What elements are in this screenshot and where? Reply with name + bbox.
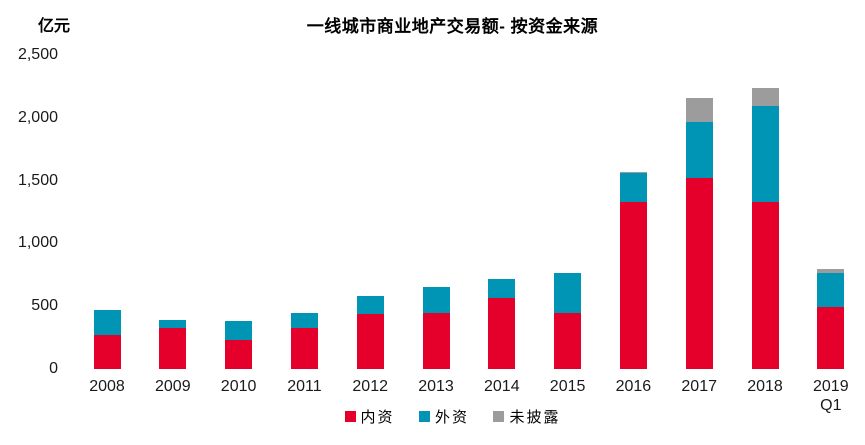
x-axis-tick-label: 2014 [484, 378, 520, 395]
x-axis-tick-label: 2009 [155, 378, 191, 395]
legend-swatch-foreign [418, 411, 430, 422]
bar-segment-内资-2016 [619, 201, 647, 369]
x-axis-tick-label: 2016 [615, 378, 652, 395]
bar-segment-内资-2010 [225, 340, 253, 369]
bar-segment-外资-2011 [290, 313, 318, 329]
bar-segment-外资-2015 [554, 272, 582, 314]
x-axis-tick-label: 2010 [220, 378, 257, 395]
bar-segment-未披露-2018 [751, 87, 779, 106]
x-axis-tick-label: 2015 [549, 378, 586, 395]
y-axis-tick-label: 2,500 [17, 46, 58, 63]
bar-segment-外资-2013 [422, 286, 450, 314]
legend-label-domestic: 内资 [360, 409, 395, 426]
legend-swatch-domestic [344, 411, 356, 422]
bar-segment-外资-2019Q1 [817, 272, 845, 307]
legend-item-domestic: 内资 [344, 406, 395, 427]
x-axis-tick-label: 2018 [747, 378, 783, 395]
bar-segment-未披露-2016 [619, 171, 647, 174]
bar-segment-内资-2014 [488, 298, 516, 369]
y-axis-tick-label: 2,000 [17, 108, 58, 126]
chart-title: 一线城市商业地产交易额- 按资金来源 [306, 17, 599, 36]
bar-segment-外资-2018 [751, 105, 779, 202]
x-axis-tick-label: 2013 [418, 378, 454, 395]
legend-label-foreign: 外资 [434, 409, 469, 426]
y-axis-tick-label: 500 [31, 297, 58, 315]
bar-segment-内资-2019Q1 [817, 306, 845, 369]
legend-item-undisclosed: 未披露 [493, 406, 560, 427]
legend-item-foreign: 外资 [418, 406, 469, 427]
y-axis-tick-label: 1,500 [17, 171, 58, 189]
bar-segment-内资-2013 [422, 313, 450, 369]
bar-segment-外资-2017 [685, 122, 713, 179]
bar-segment-外资-2010 [225, 320, 253, 341]
bar-segment-外资-2012 [356, 296, 384, 314]
x-axis-tick-label: 2019 Q1 [813, 378, 849, 414]
y-axis-tick-label: 1,000 [17, 234, 58, 252]
x-axis-tick-label: 2011 [287, 378, 322, 395]
bar-segment-内资-2017 [685, 178, 713, 369]
bar-segment-外资-2008 [93, 309, 121, 336]
bar-segment-内资-2009 [159, 327, 187, 369]
bar-segment-内资-2011 [290, 328, 318, 369]
legend-label-undisclosed: 未披露 [509, 409, 561, 426]
legend-swatch-undisclosed [493, 411, 505, 422]
x-axis-tick-label: 2012 [352, 378, 388, 395]
x-axis-tick-label: 2008 [89, 378, 125, 395]
y-axis-unit-label: 亿元 [38, 18, 71, 35]
bar-segment-内资-2012 [356, 313, 384, 369]
y-axis-tick-label: 0 [49, 360, 58, 377]
bar-segment-内资-2015 [554, 313, 582, 369]
bar-segment-内资-2008 [93, 335, 121, 369]
x-axis-tick-label: 2017 [681, 378, 717, 395]
bar-segment-外资-2009 [159, 320, 187, 328]
bar-segment-外资-2014 [488, 279, 516, 299]
bar-segment-内资-2018 [751, 201, 779, 369]
bar-segment-未披露-2019Q1 [817, 268, 845, 273]
bar-segment-未披露-2017 [685, 98, 713, 123]
bar-segment-外资-2016 [619, 173, 647, 202]
chart-legend: 内资 外资 未披露 [40, 406, 865, 427]
